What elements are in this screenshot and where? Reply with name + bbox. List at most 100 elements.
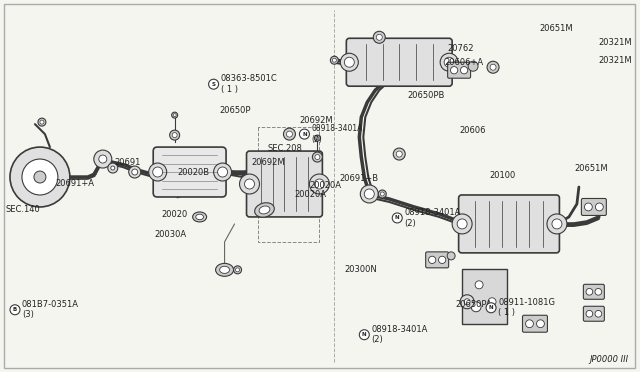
Circle shape (10, 305, 20, 315)
Text: SEC.140: SEC.140 (6, 205, 41, 214)
Circle shape (344, 57, 355, 67)
Circle shape (129, 166, 141, 178)
Circle shape (359, 330, 369, 340)
FancyBboxPatch shape (346, 38, 452, 86)
Circle shape (10, 147, 70, 207)
Circle shape (214, 163, 232, 181)
Circle shape (314, 135, 321, 141)
Circle shape (444, 57, 454, 67)
Ellipse shape (196, 214, 204, 220)
FancyBboxPatch shape (426, 252, 449, 268)
Text: JP0000 III: JP0000 III (589, 355, 628, 364)
Circle shape (218, 167, 228, 177)
Text: 20651M: 20651M (539, 24, 573, 33)
FancyBboxPatch shape (522, 315, 547, 332)
Circle shape (468, 61, 478, 71)
FancyBboxPatch shape (153, 147, 226, 197)
Text: 20321M: 20321M (599, 38, 632, 47)
Circle shape (438, 256, 446, 263)
Text: B: B (13, 307, 17, 312)
Circle shape (330, 56, 339, 64)
Text: 08911-1081G
( 1 ): 08911-1081G ( 1 ) (498, 298, 555, 317)
Circle shape (475, 281, 483, 289)
Circle shape (364, 189, 374, 199)
Circle shape (284, 128, 296, 140)
Text: N: N (395, 215, 399, 221)
Text: 20691: 20691 (115, 158, 141, 167)
Circle shape (586, 288, 593, 295)
Text: 081B7-0351A
(3): 081B7-0351A (3) (22, 300, 79, 320)
Text: 20606+A: 20606+A (444, 58, 483, 67)
Circle shape (392, 213, 402, 223)
Circle shape (360, 185, 378, 203)
FancyBboxPatch shape (459, 195, 559, 253)
Circle shape (460, 295, 474, 309)
FancyBboxPatch shape (584, 284, 604, 299)
Circle shape (40, 120, 44, 124)
Circle shape (234, 266, 241, 274)
Circle shape (314, 179, 324, 189)
Text: 08918-3401A
(2): 08918-3401A (2) (312, 124, 363, 144)
Circle shape (148, 163, 166, 181)
Text: S: S (212, 82, 216, 87)
Text: N: N (489, 305, 493, 310)
Text: 20692M: 20692M (252, 158, 285, 167)
Text: 20691+A: 20691+A (55, 179, 94, 187)
Circle shape (99, 155, 107, 163)
Circle shape (380, 192, 384, 196)
Circle shape (447, 252, 455, 260)
FancyBboxPatch shape (246, 151, 323, 217)
Text: 20651M: 20651M (574, 164, 607, 173)
Circle shape (22, 159, 58, 195)
Circle shape (373, 31, 385, 43)
Ellipse shape (193, 212, 207, 222)
Text: 20606: 20606 (459, 126, 486, 135)
Circle shape (486, 303, 496, 313)
FancyBboxPatch shape (584, 306, 604, 321)
Circle shape (244, 179, 255, 189)
Circle shape (440, 53, 458, 71)
Circle shape (451, 67, 458, 74)
Circle shape (340, 53, 358, 71)
Circle shape (460, 67, 468, 74)
Circle shape (471, 302, 481, 312)
Text: 20020A: 20020A (309, 180, 341, 189)
Circle shape (153, 167, 163, 177)
Circle shape (132, 169, 138, 175)
Circle shape (429, 256, 436, 263)
Circle shape (312, 152, 323, 162)
Circle shape (316, 137, 319, 140)
Circle shape (457, 219, 467, 229)
Circle shape (595, 288, 602, 295)
Text: 20300N: 20300N (344, 265, 377, 274)
Text: 20030A: 20030A (155, 230, 187, 240)
Bar (461, 269, 506, 324)
Circle shape (393, 148, 405, 160)
Text: SEC.208: SEC.208 (268, 144, 302, 153)
Circle shape (209, 79, 219, 89)
Text: 20650PB: 20650PB (407, 91, 445, 100)
Text: 08363-8501C
( 1 ): 08363-8501C ( 1 ) (221, 74, 277, 94)
Circle shape (170, 130, 180, 140)
Circle shape (595, 203, 604, 211)
Circle shape (111, 166, 115, 170)
Text: 08918-3401A
(2): 08918-3401A (2) (371, 325, 428, 344)
Text: 20692M: 20692M (300, 116, 333, 125)
Circle shape (287, 131, 292, 137)
Circle shape (552, 219, 562, 229)
Circle shape (332, 58, 337, 62)
Circle shape (525, 320, 533, 328)
Circle shape (300, 129, 309, 139)
Circle shape (487, 61, 499, 73)
Circle shape (172, 132, 177, 138)
Circle shape (236, 268, 239, 272)
Text: N: N (302, 132, 307, 137)
Ellipse shape (220, 266, 230, 273)
Ellipse shape (259, 206, 270, 214)
Ellipse shape (216, 263, 234, 276)
Circle shape (172, 112, 178, 118)
Circle shape (38, 118, 46, 126)
Text: 20020A: 20020A (294, 190, 326, 199)
Text: 20100: 20100 (489, 170, 515, 180)
Circle shape (584, 203, 592, 211)
